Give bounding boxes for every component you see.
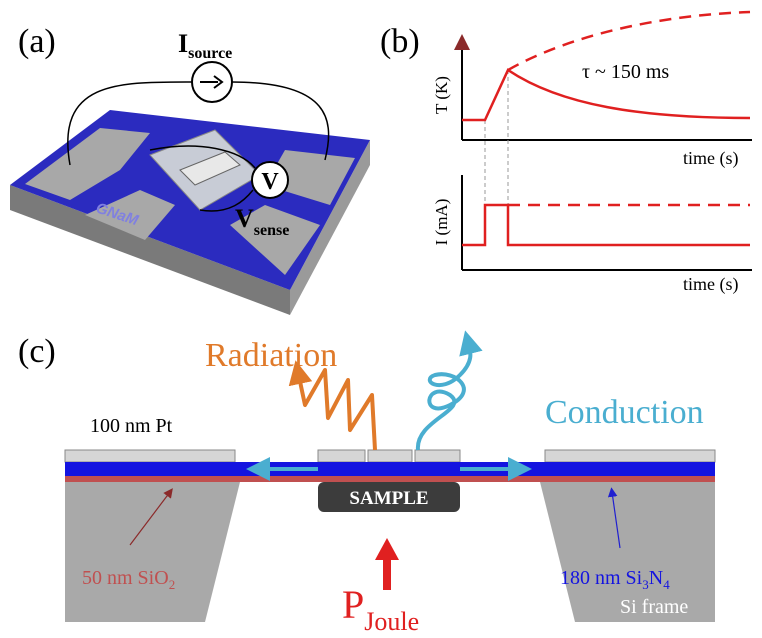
text: 180 nm Si	[560, 567, 643, 589]
panel-label: (a)	[18, 23, 56, 60]
pt-pad	[545, 450, 715, 462]
subscript: 2	[169, 577, 176, 592]
figure: (a) GNaM Isource V Vsense (b) T	[0, 0, 762, 638]
text: 50 nm SiO	[82, 567, 169, 589]
pt-pad	[65, 450, 235, 462]
subscript: Joule	[364, 607, 419, 636]
sio2-label: 50 nm SiO2	[82, 567, 175, 592]
current-source-label: Isource	[178, 29, 232, 62]
current-pulse	[462, 205, 750, 245]
panel-label: (b)	[380, 23, 420, 60]
power-arrow-head	[375, 538, 399, 560]
si-frame	[65, 482, 240, 622]
pt-pad	[415, 450, 460, 462]
sample-label: SAMPLE	[349, 488, 428, 509]
voltmeter-label: V	[261, 169, 279, 195]
pt-label: 100 nm Pt	[90, 415, 173, 437]
panel-label: (c)	[18, 333, 56, 370]
pt-pad	[368, 450, 412, 462]
radiation-arrow	[298, 370, 375, 450]
panel-b: (b) T (K) I (mA) time (s) time (s) τ ~ 1…	[380, 12, 752, 295]
conduction-spiral	[418, 342, 471, 450]
pt-pad	[318, 450, 365, 462]
symbol: I	[178, 29, 188, 58]
symbol: V	[235, 204, 254, 233]
frame-label: Si frame	[620, 596, 688, 618]
y-label: I (mA)	[432, 199, 451, 246]
sin-label: 180 nm Si3N4	[560, 567, 670, 592]
x-label: time (s)	[683, 148, 739, 169]
power-label: PJoule	[342, 582, 419, 636]
y-label: T (K)	[432, 76, 451, 114]
conduction-label: Conduction	[545, 394, 704, 431]
symbol: P	[342, 582, 364, 627]
panel-c: (c) SAMPLE Radiation Conduction 100 nm P…	[18, 333, 715, 636]
subscript: sense	[254, 222, 290, 239]
sin-layer	[65, 462, 715, 476]
annotation: τ ~ 150 ms	[582, 61, 669, 83]
x-label: time (s)	[683, 274, 739, 295]
panel-a: (a) GNaM Isource V Vsense	[10, 23, 370, 315]
subscript: 4	[663, 577, 670, 592]
subscript: source	[188, 45, 232, 62]
sio2-layer	[65, 476, 715, 482]
radiation-label: Radiation	[205, 337, 337, 374]
text: N	[649, 567, 663, 589]
